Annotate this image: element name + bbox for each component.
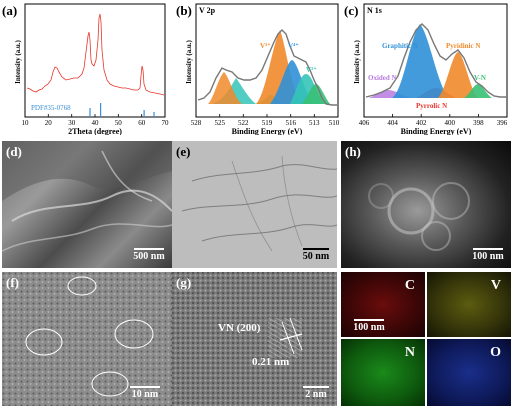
hrtem-g-texture xyxy=(172,272,337,406)
xrd-tick: 50 xyxy=(115,119,123,127)
panel-label-h: (h) xyxy=(345,144,361,159)
n1s-chart: N 1s 406 404 402 400 398 396 Binding Ene… xyxy=(353,3,508,135)
map-c: C 100 nm xyxy=(341,272,425,337)
scale-bar-f: 10 nm xyxy=(128,386,162,400)
scale-label-d: 500 nm xyxy=(133,251,165,262)
v2p-peak-label: V³⁺ xyxy=(260,42,271,50)
panel-a-xrd: 10 20 30 40 50 60 70 2Theta (degree) Int… xyxy=(0,0,172,135)
n1s-tick: 402 xyxy=(416,119,427,127)
v2p-raw-curve xyxy=(197,29,337,106)
v2p-tick: 525 xyxy=(214,119,225,127)
scale-label-f: 10 nm xyxy=(131,389,159,400)
n1s-raw-curve xyxy=(365,23,506,98)
xrd-tick: 70 xyxy=(162,119,170,127)
xrd-curve xyxy=(26,13,165,96)
n1s-peak-label: Pyrrolic N xyxy=(416,102,447,110)
n1s-xlabel: Binding Energy (eV) xyxy=(401,127,472,135)
xrd-tick: 40 xyxy=(92,119,100,127)
map-n: N xyxy=(341,339,425,406)
panel-d-sem: (d) 500 nm xyxy=(2,141,172,268)
v2p-tick: 516 xyxy=(285,119,296,127)
panel-c-n1s: N 1s 406 404 402 400 398 396 Binding Ene… xyxy=(342,0,513,135)
n1s-title: N 1s xyxy=(367,6,382,15)
xrd-reference-lines xyxy=(89,103,155,117)
n1s-tick: 406 xyxy=(359,119,370,127)
panel-h-haadf: (h) 100 nm xyxy=(341,141,511,268)
n1s-ylabel: Intensity (a.u.) xyxy=(353,39,361,83)
haadf-texture xyxy=(368,182,470,251)
v2p-tick: 519 xyxy=(262,119,273,127)
n1s-peak-pyridinic xyxy=(438,52,478,98)
map-label-v: V xyxy=(490,278,501,293)
v2p-tick: 510 xyxy=(329,119,340,127)
lattice-spacing-label: 0.21 nm xyxy=(252,356,290,368)
xrd-tick: 10 xyxy=(22,119,30,127)
map-scale-bar: 100 nm xyxy=(349,319,389,333)
xrd-tick: 30 xyxy=(68,119,76,127)
v2p-tick: 528 xyxy=(191,119,202,127)
panel-f-hrtem: (f) 10 nm xyxy=(2,272,172,406)
scale-bar-g: 2 nm xyxy=(301,386,331,400)
v2p-peak-orange-small xyxy=(208,72,242,104)
lattice-plane-label: VN (200) xyxy=(218,322,261,334)
panel-b-v2p: V 2p 528 525 522 519 516 513 510 Binding… xyxy=(172,0,342,135)
n1s-peak-label: V-N xyxy=(474,74,486,82)
map-label-n: N xyxy=(404,345,415,360)
panel-label-e: (e) xyxy=(176,144,191,159)
panel-label-a: (a) xyxy=(2,3,18,18)
map-label-o: O xyxy=(490,345,501,360)
n1s-tick: 398 xyxy=(473,119,484,127)
n1s-tick: 400 xyxy=(445,119,456,127)
map-label-c: C xyxy=(404,278,415,293)
map-o: O xyxy=(427,339,511,406)
map-scale-label: 100 nm xyxy=(353,322,385,333)
scale-bar-d: 500 nm xyxy=(132,248,166,262)
v2p-x-ticks: 528 525 522 519 516 513 510 xyxy=(191,119,340,127)
scale-label-g: 2 nm xyxy=(305,389,327,400)
xrd-tick: 60 xyxy=(138,119,146,127)
scale-bar-e: 50 nm xyxy=(301,248,331,262)
xrd-xlabel: 2Theta (degree) xyxy=(68,127,122,135)
panel-g-lattice: (g) VN (200) 0.21 nm 2 nm xyxy=(172,272,337,406)
v2p-tick: 513 xyxy=(309,119,320,127)
v2p-peak-label: V⁴⁺ xyxy=(288,42,299,50)
map-v: V xyxy=(427,272,511,337)
n1s-peak-label: Oxided N xyxy=(368,74,397,82)
hrtem-f-texture xyxy=(2,272,172,406)
v2p-xlabel: Binding Energy (eV) xyxy=(232,127,303,135)
n1s-peak-graphitic xyxy=(392,24,450,98)
n1s-peak-vn xyxy=(464,84,492,98)
v2p-peak-label: V³⁺ xyxy=(306,66,317,74)
v2p-chart: V 2p 528 525 522 519 516 513 510 Binding… xyxy=(185,3,340,135)
panel-label-c: (c) xyxy=(344,3,359,18)
xrd-ylabel: Intensity (a.u.) xyxy=(14,39,22,83)
n1s-tick: 404 xyxy=(387,119,398,127)
scale-bar-h: 100 nm xyxy=(471,248,505,262)
xrd-tick: 20 xyxy=(45,119,53,127)
n1s-peak-label: Pyridinic N xyxy=(446,42,480,50)
panel-e-tem: (e) 50 nm xyxy=(172,141,337,268)
v2p-title: V 2p xyxy=(199,6,216,15)
xrd-x-ticks: 10 20 30 40 50 60 70 xyxy=(22,119,170,127)
n1s-x-ticks: 406 404 402 400 398 396 xyxy=(359,119,508,127)
v2p-ylabel: Intensity (a.u.) xyxy=(185,39,193,83)
panel-label-f: (f) xyxy=(6,275,19,290)
panel-label-g: (g) xyxy=(176,275,192,290)
xrd-reference-label: PDF#35-0768 xyxy=(31,104,71,112)
n1s-tick: 396 xyxy=(497,119,508,127)
scale-label-h: 100 nm xyxy=(472,251,504,262)
xrd-chart: 10 20 30 40 50 60 70 2Theta (degree) Int… xyxy=(14,3,170,135)
n1s-peak-label: Graphitic N xyxy=(382,42,418,50)
panel-label-b: (b) xyxy=(176,3,192,18)
sem-texture xyxy=(2,141,172,252)
tem-texture xyxy=(181,155,337,252)
v2p-tick: 522 xyxy=(238,119,249,127)
scale-label-e: 50 nm xyxy=(302,251,330,262)
panel-label-d: (d) xyxy=(6,144,22,159)
